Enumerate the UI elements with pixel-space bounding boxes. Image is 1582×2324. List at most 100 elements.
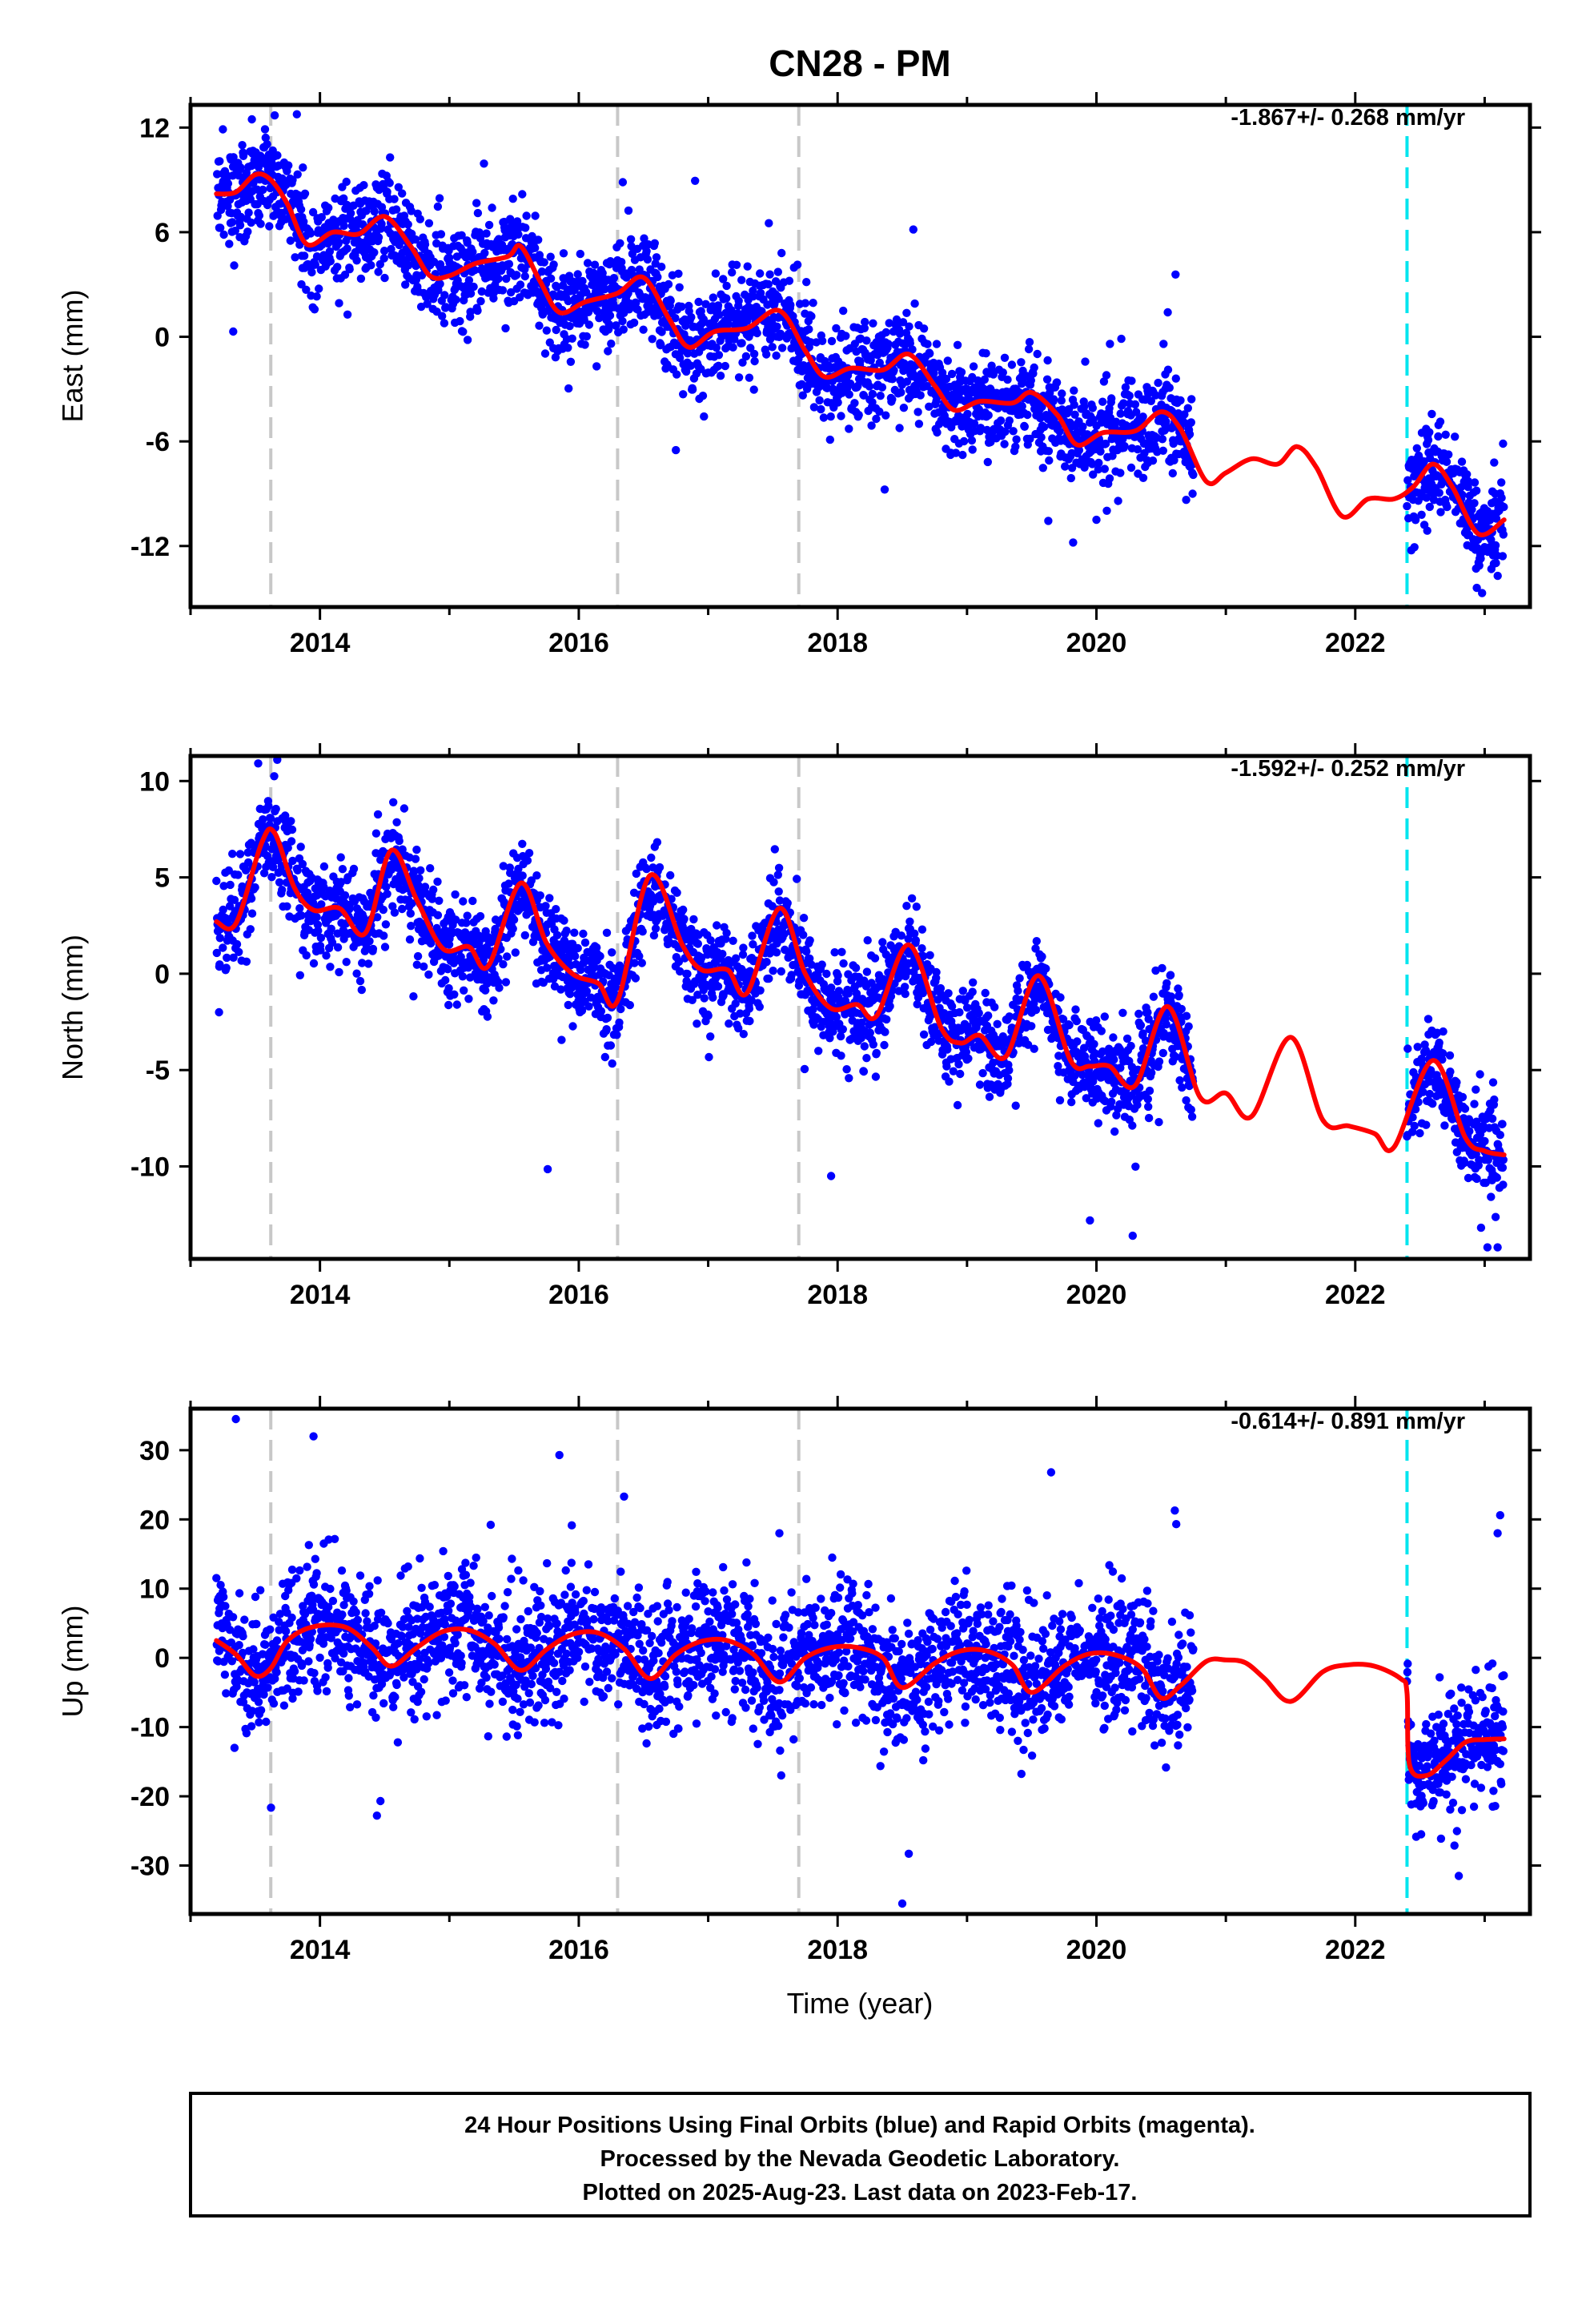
data-point [630,959,639,967]
data-point [412,845,421,854]
data-point [888,986,897,995]
data-point [212,876,221,886]
data-point [907,894,917,903]
data-point [1472,486,1481,495]
data-point [1170,456,1178,464]
data-point [327,924,335,934]
data-point [693,1019,701,1028]
data-point [524,849,534,858]
data-point [271,804,280,814]
data-point [501,324,510,333]
data-point [666,296,675,305]
data-point [1107,1097,1116,1107]
data-point [981,988,990,998]
data-point [317,900,326,909]
data-point [412,960,421,969]
data-point [1499,439,1508,448]
data-point [786,300,795,309]
data-point [499,862,508,870]
data-point [642,247,651,255]
y-tick-label: -6 [146,427,170,457]
outlier-point [1478,589,1487,597]
data-point [230,261,239,270]
data-point [440,926,449,935]
data-point [576,249,584,259]
data-point [326,257,335,266]
data-point [910,299,919,308]
data-point [895,329,905,338]
data-point [468,896,477,906]
data-point [1056,993,1065,1002]
data-point [482,229,491,238]
data-point [1042,375,1052,384]
data-point [1001,427,1010,436]
data-point [288,856,297,866]
data-point [933,428,942,437]
data-point [286,236,295,245]
y-tick-label: -12 [130,532,170,562]
data-point [1117,334,1126,344]
data-point [889,366,898,375]
data-point [837,947,846,957]
data-point [1475,561,1484,570]
data-point [850,399,859,408]
data-point [626,235,636,243]
data-point [1079,402,1089,412]
data-point [719,275,728,283]
data-point [1119,399,1128,408]
data-point [875,407,884,416]
data-point [706,1032,715,1041]
data-point [1120,441,1129,451]
data-point [908,345,917,354]
data-point [713,921,721,930]
data-point [715,310,724,320]
data-point [635,951,644,961]
data-point [373,810,383,819]
outlier-point [1069,538,1078,547]
data-point [998,368,1008,377]
data-point [287,817,295,826]
data-point [580,340,589,349]
data-point [212,948,221,958]
data-point [326,963,335,971]
data-point [288,175,297,184]
data-point [944,989,953,998]
data-point [926,349,934,358]
data-point [1171,270,1180,279]
data-point [739,1030,748,1039]
data-point [228,218,237,227]
data-point [618,178,628,187]
data-point [1065,1020,1074,1030]
data-point [238,141,247,150]
data-point [942,374,951,384]
data-point [319,862,329,871]
data-point [1492,558,1500,568]
data-point [1026,376,1036,385]
data-point [573,943,582,953]
data-point [433,877,442,887]
data-point [340,891,350,900]
data-point [545,894,554,903]
data-point [370,207,379,216]
data-point [1003,375,1012,384]
data-point [552,931,562,940]
data-point [579,929,588,939]
data-point [408,899,416,908]
data-point [278,886,287,895]
data-point [880,485,889,494]
data-point [930,1023,940,1031]
data-point [546,252,555,261]
data-point [444,983,453,993]
data-point [769,967,777,975]
data-point [1098,397,1107,406]
data-point [1432,471,1441,480]
data-point [958,987,968,995]
data-point [512,271,521,279]
data-point [586,993,596,1002]
data-point [223,202,232,211]
x-tick-label: 2014 [290,628,351,658]
data-point [618,316,627,326]
data-point [283,843,292,852]
data-point [559,249,568,258]
